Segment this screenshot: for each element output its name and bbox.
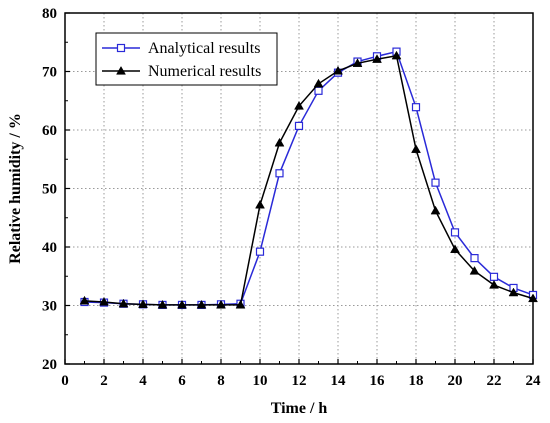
legend-marker [116,43,126,53]
data-point [118,298,129,308]
legend-entry-2: Numerical results [102,63,261,80]
legend-entry-1: Analytical results [102,40,260,57]
y-axis-title: Relative humidity / % [7,113,24,264]
data-point [333,65,343,75]
x-tick-label: 4 [139,373,147,389]
data-point [275,169,284,178]
data-point [196,299,207,309]
data-point [157,299,168,309]
series-1 [80,47,538,310]
data-point [255,247,265,256]
data-point [450,244,460,253]
x-tick-label: 18 [409,373,424,389]
x-tick-label: 20 [448,373,463,389]
y-tick-label: 80 [42,6,57,22]
data-point [79,295,90,305]
series-line [84,54,534,306]
data-point [430,205,441,215]
y-tick-label: 60 [42,123,57,139]
data-point [177,299,187,309]
y-tick-label: 20 [42,357,57,373]
x-tick-label: 6 [178,373,186,389]
y-tick-label: 70 [42,65,57,81]
data-point [216,299,226,309]
data-point [352,58,363,67]
x-tick-label: 12 [292,373,307,389]
data-point [411,103,421,112]
legend-label: Numerical results [148,63,261,80]
x-tick-label: 24 [526,373,542,389]
data-point [235,299,246,309]
data-point [138,299,148,308]
y-tick-label: 40 [42,240,57,256]
x-axis-title: Time / h [271,400,328,417]
data-point [450,228,460,237]
data-point [313,78,324,88]
data-point [314,86,323,95]
x-tick-label: 0 [61,373,69,389]
data-point [431,178,440,187]
y-tick-label: 50 [42,182,57,198]
legend: Analytical results Numerical results [95,32,278,86]
data-point [294,101,304,110]
data-point [99,296,109,306]
data-point [294,121,304,131]
data-point [255,199,265,209]
x-tick-label: 16 [370,373,386,389]
data-point [508,287,519,297]
x-tick-label: 14 [331,373,347,389]
data-point [489,272,499,281]
data-point [469,265,480,275]
legend-marker [116,65,126,75]
series-2 [79,50,538,309]
legend-box [95,32,278,86]
data-point [489,280,499,289]
x-tick-label: 10 [253,373,268,389]
data-point [274,137,285,147]
data-point [411,144,421,153]
x-tick-label: 8 [217,373,225,389]
data-point [372,54,382,63]
x-tick-label: 2 [100,373,108,389]
series-line [84,50,534,306]
data-point [470,254,479,263]
data-point [528,293,538,303]
x-tick-label: 22 [487,373,502,389]
data-point [391,50,402,60]
legend-label: Analytical results [148,40,260,57]
y-tick-label: 30 [42,299,57,315]
series-layer [79,47,538,310]
